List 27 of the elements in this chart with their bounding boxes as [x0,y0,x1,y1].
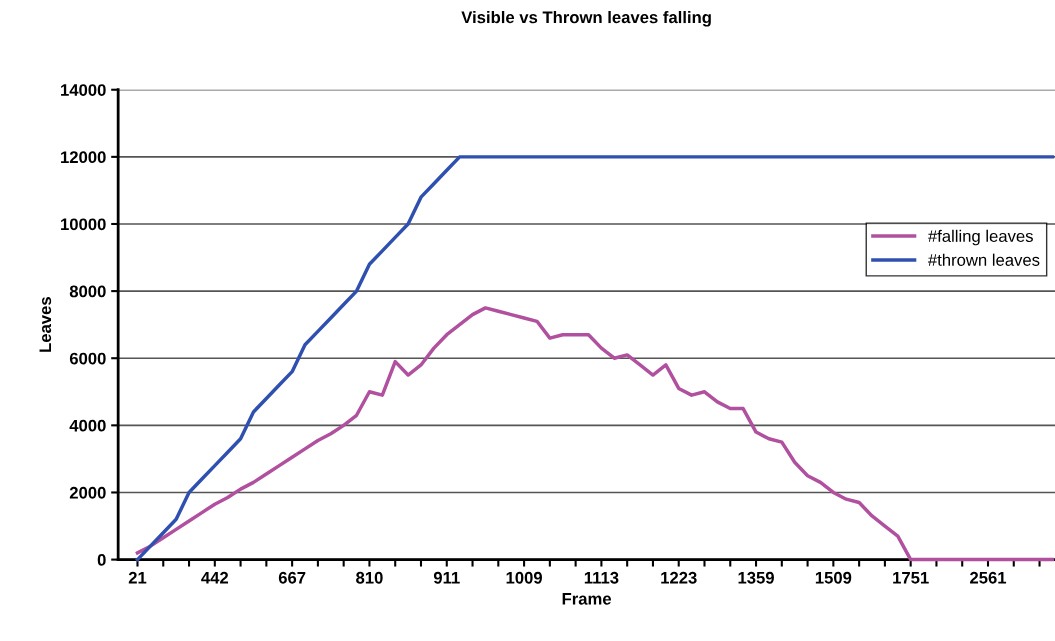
chart-title: Visible vs Thrown leaves falling [461,11,711,27]
y-tick-label: 10000 [61,218,106,231]
y-axis-title: Leaves [39,297,52,352]
line-series [135,155,1055,562]
x-tick-label: 1509 [815,571,852,584]
x-tick-label: 810 [356,571,383,584]
line-series [135,306,1055,562]
y-tick-label: 2000 [69,486,106,499]
y-tick-label: 14000 [61,84,106,96]
x-tick-label: 1113 [584,571,619,584]
x-tick-label: 442 [201,571,229,584]
y-tick-label: 6000 [69,352,106,365]
x-tick-label: 667 [278,571,306,584]
x-tick-label: 1751 [893,572,929,584]
x-tick-label: 1359 [738,571,774,584]
x-tick-label: 1223 [661,571,697,584]
y-tick-label: 0 [97,553,106,566]
x-tick-label: 21 [128,571,147,584]
legend-label: #thrown leaves [927,253,1040,266]
x-tick-label: 911 [433,571,460,584]
y-tick-label: 4000 [69,419,106,432]
y-tick-label: 8000 [69,285,106,298]
x-tick-label: 2561 [970,571,1007,584]
y-tick-label: 12000 [61,151,106,164]
x-tick-label: 1009 [506,571,542,584]
legend-label: #falling leaves [927,229,1033,246]
x-axis-title: Frame [562,593,612,605]
